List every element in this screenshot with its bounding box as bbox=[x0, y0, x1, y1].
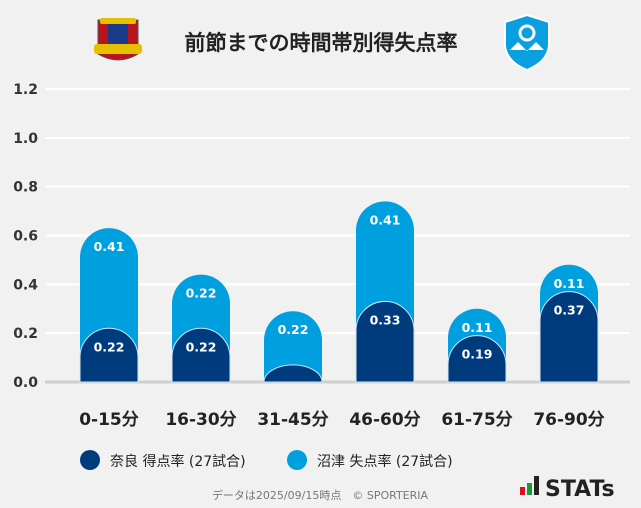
x-tick-label: 76-90分 bbox=[533, 410, 604, 430]
bar-nara bbox=[355, 301, 415, 383]
stats-logo: STATs bbox=[520, 476, 615, 502]
data-label-nara: 0.19 bbox=[462, 347, 493, 362]
y-tick-label: 0.8 bbox=[13, 180, 38, 196]
data-label-nara: 0.37 bbox=[554, 303, 585, 318]
bar-group: 0.22 bbox=[263, 311, 323, 383]
x-tick-label: 46-60分 bbox=[349, 410, 420, 430]
svg-text:STATs: STATs bbox=[545, 477, 615, 502]
data-label-numazu: 0.22 bbox=[278, 322, 309, 337]
legend: 奈良 得点率 (27試合) 沼津 失点率 (27試合) bbox=[80, 450, 453, 470]
data-label-nara: 0.22 bbox=[94, 339, 125, 354]
chart-title: 前節までの時間帯別得失点率 bbox=[185, 31, 458, 55]
data-label-numazu: 0.22 bbox=[186, 286, 217, 301]
legend-label-numazu: 沼津 失点率 (27試合) bbox=[317, 453, 453, 470]
y-tick-label: 1.2 bbox=[13, 82, 38, 98]
bar-group: 0.41 0.33 bbox=[355, 201, 415, 383]
bar-nara bbox=[171, 327, 231, 383]
y-tick-label: 0.6 bbox=[13, 229, 38, 245]
data-label-numazu: 0.11 bbox=[554, 276, 585, 291]
bar-group: 0.41 0.22 bbox=[79, 228, 139, 383]
y-tick-label: 0.4 bbox=[13, 277, 38, 293]
bar-group: 0.22 0.22 bbox=[171, 274, 231, 383]
legend-swatch-nara bbox=[80, 450, 100, 470]
bar-nara bbox=[447, 335, 507, 383]
bar-numazu bbox=[264, 311, 322, 382]
data-label-nara: 0.22 bbox=[186, 339, 217, 354]
x-tick-label: 0-15分 bbox=[79, 410, 139, 430]
data-label-numazu: 0.11 bbox=[462, 320, 493, 335]
data-label-numazu: 0.41 bbox=[94, 239, 125, 254]
data-label-numazu: 0.41 bbox=[370, 212, 401, 227]
bar-nara bbox=[263, 364, 323, 383]
bar-nara bbox=[79, 327, 139, 383]
bar-group: 0.11 0.19 bbox=[447, 308, 507, 383]
data-label-nara: 0.33 bbox=[370, 312, 401, 327]
y-tick-label: 0.0 bbox=[13, 375, 38, 391]
x-tick-label: 31-45分 bbox=[257, 410, 328, 430]
bar-nara bbox=[539, 291, 599, 383]
numazu-logo bbox=[504, 13, 550, 72]
y-tick-label: 1.0 bbox=[13, 131, 38, 147]
x-tick-label: 61-75分 bbox=[441, 410, 512, 430]
nara-logo bbox=[94, 18, 142, 61]
x-tick-label: 16-30分 bbox=[165, 410, 236, 430]
y-tick-label: 0.2 bbox=[13, 326, 38, 342]
legend-swatch-numazu bbox=[287, 450, 307, 470]
bar-group: 0.11 0.37 bbox=[539, 264, 599, 383]
legend-label-nara: 奈良 得点率 (27試合) bbox=[110, 453, 246, 470]
footer-note: データは2025/09/15時点 © SPORTERIA bbox=[212, 488, 429, 502]
